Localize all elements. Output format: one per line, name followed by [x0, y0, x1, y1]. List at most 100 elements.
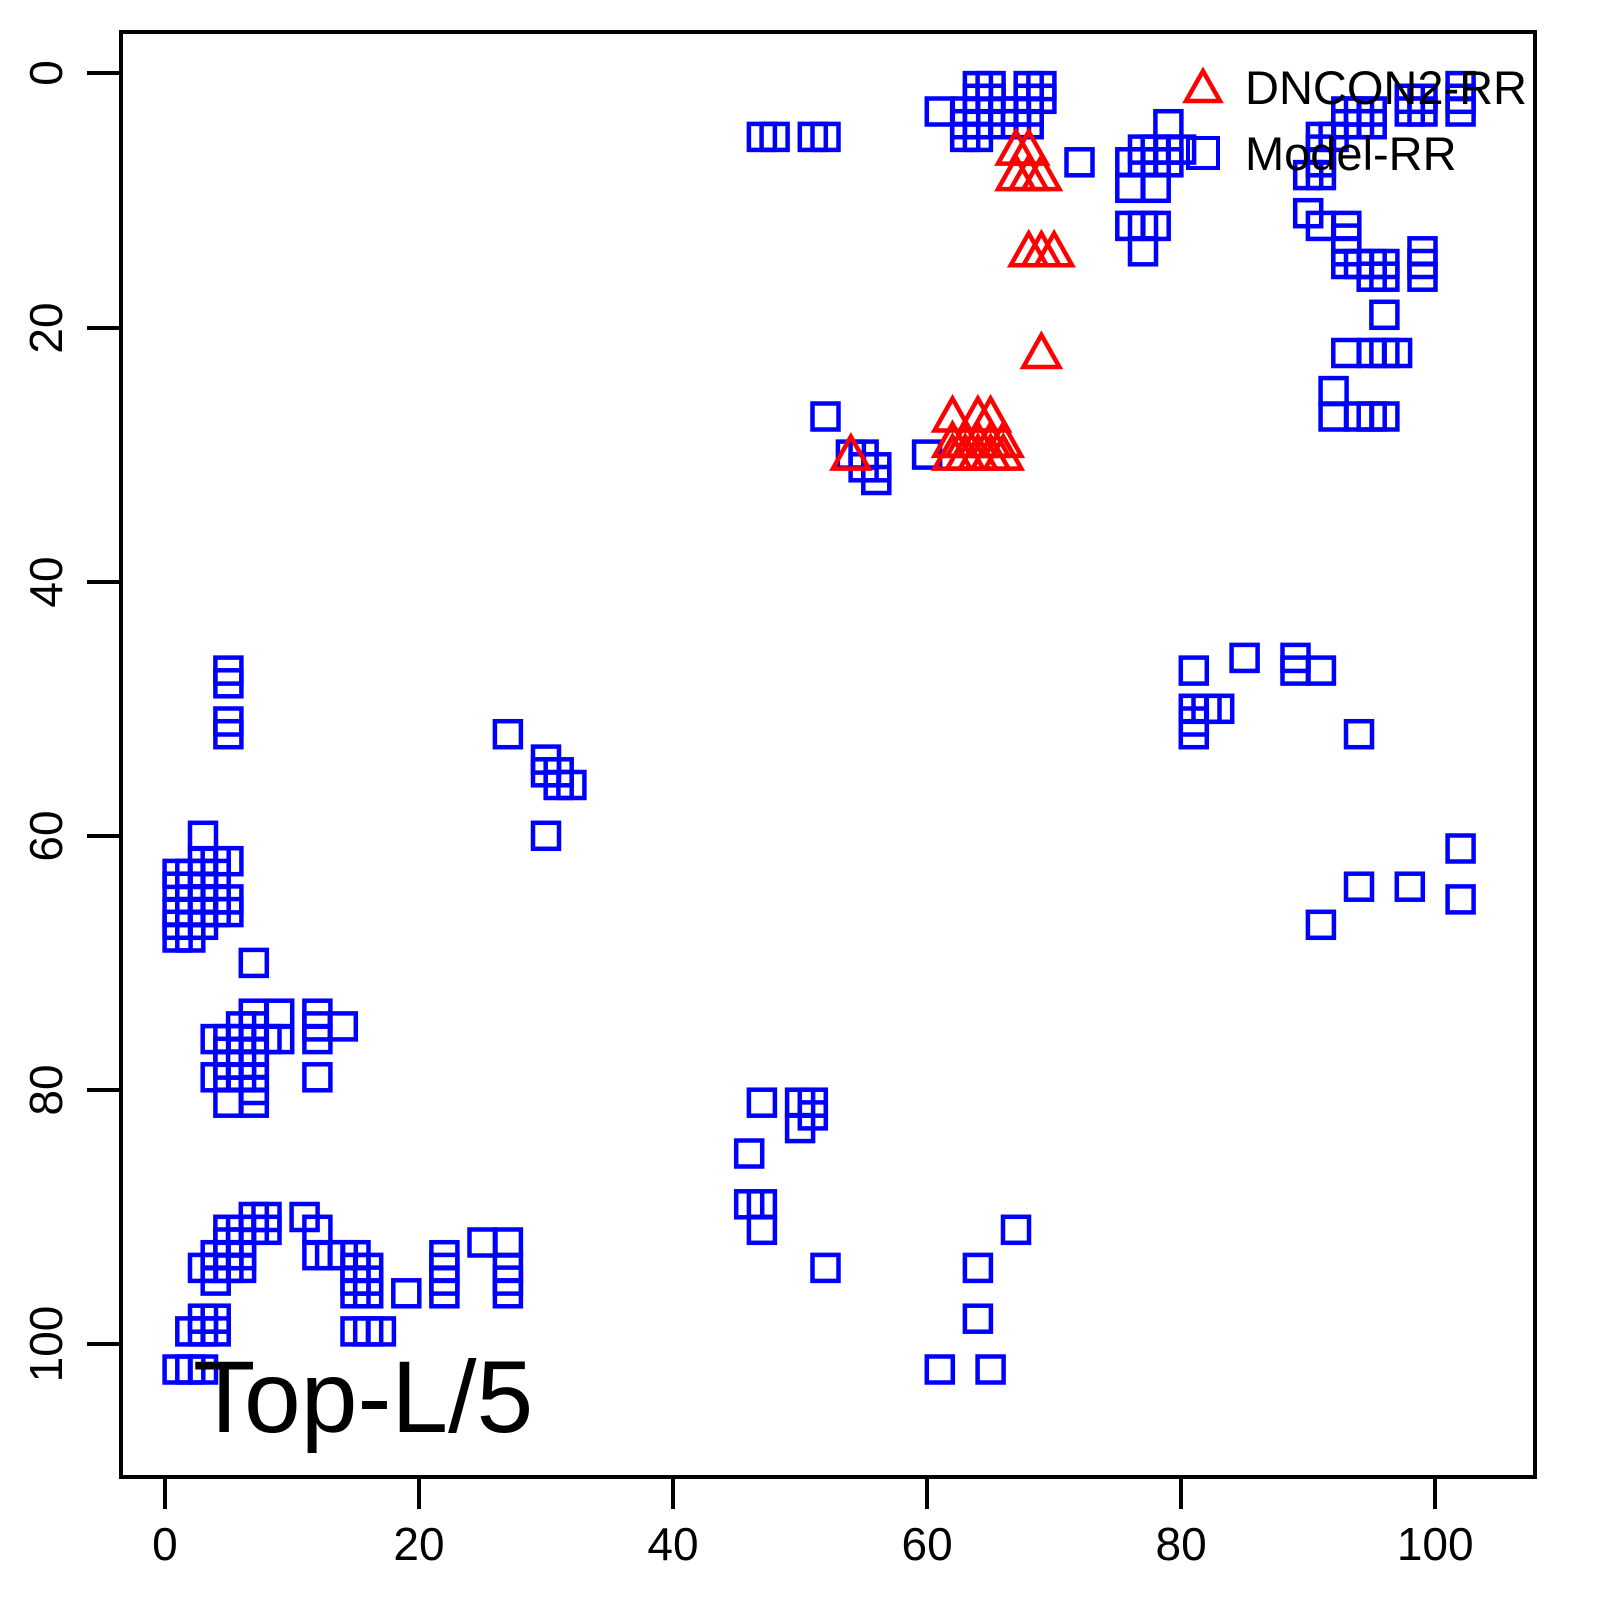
triangle-marker-icon [1163, 67, 1243, 107]
model-rr-point [1407, 261, 1438, 292]
model-rr-point [1127, 236, 1159, 267]
model-rr-point [263, 998, 295, 1029]
dncon2-rr-point [1019, 228, 1064, 268]
y-axis-tick-label: 100 [20, 1305, 72, 1383]
model-rr-point [1000, 1214, 1032, 1246]
model-rr-point [1064, 147, 1095, 178]
y-axis-tick-label: 60 [20, 810, 72, 862]
square-marker-icon [1163, 136, 1243, 170]
dncon2-rr-point [829, 432, 873, 471]
model-rr-point [238, 947, 270, 979]
model-rr-point [975, 1354, 1006, 1385]
x-axis-tick [416, 1479, 421, 1509]
model-rr-point [1343, 871, 1375, 902]
model-rr-point [1445, 96, 1476, 127]
y-axis-tick [87, 579, 119, 584]
plot-area: Top-L/5 [119, 30, 1537, 1479]
model-rr-point [187, 820, 219, 852]
legend: DNCON2-RR Model-RR [1163, 54, 1527, 186]
model-rr-point [1407, 96, 1438, 127]
model-rr-point [530, 820, 562, 852]
dncon2-rr-point [930, 393, 975, 433]
dncon2-rr-point [1019, 330, 1064, 370]
model-rr-point [746, 1214, 778, 1246]
y-axis-tick [87, 1087, 119, 1092]
model-rr-point [1115, 172, 1146, 204]
model-rr-point [467, 1227, 498, 1258]
y-axis-tick [87, 833, 119, 838]
model-rr-point [187, 1354, 219, 1385]
model-rr-point [733, 1138, 765, 1169]
model-rr-point [302, 1062, 333, 1093]
model-rr-point [924, 96, 956, 127]
x-axis-tick-label: 80 [1155, 1518, 1207, 1570]
legend-item-dncon2-rr: DNCON2-RR [1163, 54, 1527, 120]
model-rr-point [962, 1252, 994, 1284]
model-rr-point [1229, 642, 1260, 674]
model-rr-point [1013, 108, 1044, 140]
model-rr-point [784, 1112, 816, 1144]
y-axis-tick-label: 80 [20, 1064, 72, 1116]
dncon2-rr-point [1032, 228, 1076, 268]
x-axis-tick-label: 0 [152, 1518, 178, 1570]
scatter-points [162, 70, 1476, 1385]
model-rr-point [238, 1087, 270, 1118]
model-rr-point [492, 718, 524, 750]
model-rr-point [810, 1252, 841, 1284]
dncon2-rr-point [1019, 152, 1064, 192]
model-rr-point [200, 1265, 231, 1296]
model-rr-point [1178, 655, 1210, 686]
legend-label-dncon2-rr: DNCON2-RR [1245, 60, 1527, 114]
model-rr-point [175, 922, 206, 953]
legend-label-model-rr: Model-RR [1245, 126, 1457, 180]
model-rr-point [1369, 299, 1400, 331]
model-rr-point [810, 401, 841, 432]
model-rr-point [1445, 833, 1476, 864]
model-rr-point [492, 1278, 524, 1309]
x-axis-tick [671, 1479, 676, 1509]
model-rr-point [1356, 108, 1387, 140]
legend-item-model-rr: Model-RR [1163, 120, 1527, 186]
model-rr-point [213, 668, 244, 699]
y-axis-tick [87, 1342, 119, 1347]
model-rr-point [746, 1087, 778, 1118]
model-rr-point [962, 121, 994, 153]
x-axis-tick-label: 60 [901, 1518, 953, 1570]
model-rr-point [861, 464, 892, 496]
model-rr-point [1305, 655, 1337, 686]
y-axis-tick [87, 71, 119, 76]
model-rr-point [327, 1011, 359, 1042]
plot-annotation: Top-L/5 [193, 1340, 534, 1454]
model-rr-point [1305, 159, 1337, 191]
dncon2-rr-point [981, 432, 1026, 471]
model-rr-point [200, 1316, 231, 1347]
model-rr-point [1318, 375, 1349, 407]
model-rr-point [1369, 261, 1400, 292]
model-rr-point [213, 718, 244, 750]
dncon2-rr-point [1006, 127, 1051, 166]
model-rr-point [1445, 884, 1476, 915]
model-rr-point [1318, 401, 1349, 432]
x-axis-tick [162, 1479, 167, 1509]
x-axis-tick-label: 100 [1396, 1518, 1474, 1570]
model-rr-point [810, 121, 841, 153]
dncon2-rr-point [968, 393, 1013, 433]
model-rr-point [391, 1278, 422, 1309]
model-rr-point [759, 121, 790, 153]
model-rr-point [1140, 172, 1171, 204]
x-axis-tick [925, 1479, 930, 1509]
model-rr-point [1305, 909, 1337, 941]
model-rr-point [1331, 337, 1362, 369]
model-rr-point [352, 1278, 384, 1309]
model-rr-point [1369, 401, 1400, 432]
model-rr-point [556, 769, 587, 801]
model-rr-point [429, 1278, 460, 1309]
model-rr-point [1381, 337, 1413, 369]
x-axis-tick-label: 20 [393, 1518, 445, 1570]
x-axis-tick-label: 40 [647, 1518, 699, 1570]
y-axis-tick-label: 20 [20, 301, 72, 354]
model-rr-point [492, 1227, 524, 1258]
x-axis-tick [1433, 1479, 1438, 1509]
y-axis-tick [87, 325, 119, 330]
